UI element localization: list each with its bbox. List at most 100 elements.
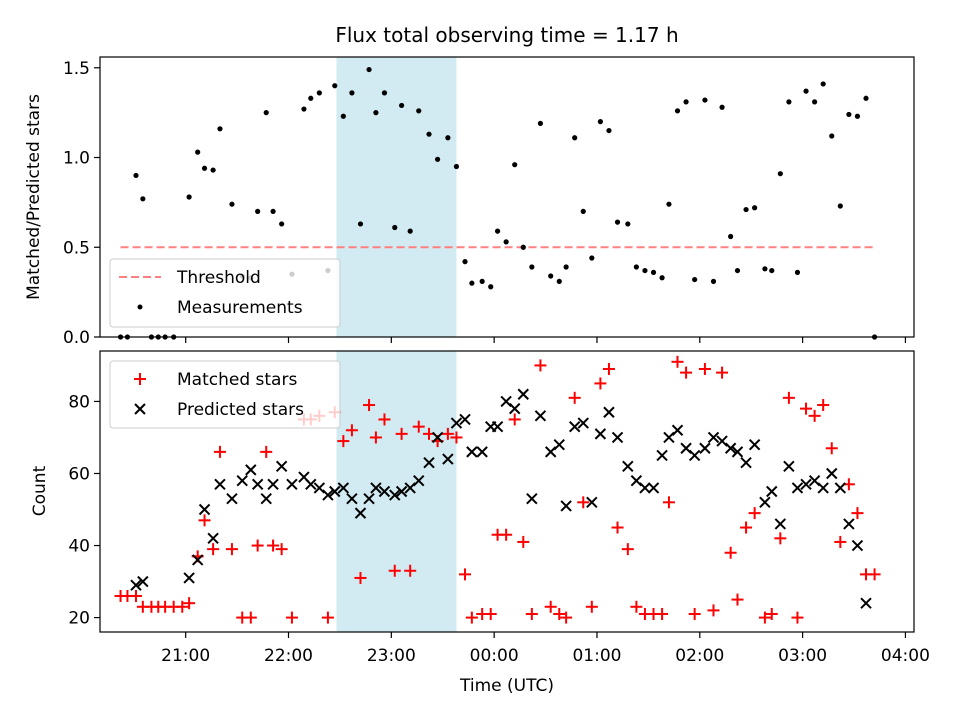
measurement-point <box>469 280 475 286</box>
matched-star-point <box>688 607 701 620</box>
measurement-point <box>445 135 451 141</box>
chart-title: Flux total observing time = 1.17 h <box>335 23 678 47</box>
predicted-star-point <box>851 539 864 552</box>
matched-star-point <box>285 611 298 624</box>
matched-star-point <box>369 431 382 444</box>
measurement-point <box>846 111 852 118</box>
matched-star-point <box>534 359 547 372</box>
measurement-point <box>719 104 725 110</box>
measurement-point <box>692 276 698 283</box>
x-tick-label: 02:00 <box>675 646 724 666</box>
measurement-point <box>702 97 708 103</box>
measurement-point <box>434 156 441 162</box>
predicted-star-point <box>603 406 615 418</box>
predicted-star-point <box>826 467 838 480</box>
matched-star-point <box>484 607 497 620</box>
predicted-star-point <box>329 485 341 498</box>
predicted-star-point <box>774 518 787 530</box>
x-axis-label: Time (UTC) <box>459 676 554 696</box>
predicted-star-point <box>622 460 634 472</box>
measurement-point <box>479 278 485 284</box>
measurement-point <box>186 194 192 200</box>
measurement-point <box>279 221 285 227</box>
predicted-star-point <box>724 442 737 454</box>
measurement-point <box>650 269 657 275</box>
predicted-star-point <box>759 496 771 509</box>
measurement-point <box>548 273 554 279</box>
measurement-point <box>614 219 621 225</box>
measurement-point <box>407 228 413 234</box>
measurement-point <box>563 264 569 270</box>
measurement-point <box>332 83 338 89</box>
predicted-star-point <box>395 485 408 498</box>
measurement-point <box>301 106 307 112</box>
predicted-star-point <box>207 532 219 545</box>
measurement-point <box>710 278 717 284</box>
measurement-point <box>572 135 578 141</box>
measurement-point <box>734 267 741 274</box>
predicted-star-point <box>586 496 598 509</box>
top-y-tick-label: 1.0 <box>63 149 90 169</box>
measurement-point <box>786 99 792 105</box>
predicted-star-point <box>286 478 298 491</box>
legend-predicted-swatch <box>134 403 146 415</box>
predicted-star-point <box>305 478 317 491</box>
predicted-star-point <box>707 431 720 444</box>
measurement-point <box>820 81 826 87</box>
measurement-point <box>854 113 861 119</box>
matched-star-point <box>213 445 226 458</box>
measurement-point <box>837 203 843 209</box>
predicted-star-point <box>431 431 444 444</box>
matched-star-point <box>412 420 425 433</box>
bottom-y-tick-label: 60 <box>68 464 90 484</box>
matched-star-point <box>740 521 753 534</box>
matched-star-point <box>602 363 615 376</box>
measurement-point <box>503 239 509 245</box>
predicted-star-point <box>534 410 547 422</box>
predicted-star-point <box>526 492 538 505</box>
matched-star-point <box>198 514 211 527</box>
predicted-star-point <box>322 489 334 501</box>
predicted-star-point <box>370 482 382 494</box>
measurement-point <box>580 208 586 214</box>
predicted-star-point <box>509 402 521 415</box>
matched-star-point <box>251 539 264 552</box>
top-y-tick-label: 0.0 <box>63 328 90 348</box>
measurement-point <box>453 163 460 170</box>
matched-star-point <box>260 445 273 458</box>
measurement-point <box>674 108 681 114</box>
measurement-point <box>520 244 526 250</box>
matched-star-point <box>321 611 334 624</box>
predicted-star-point <box>843 518 855 530</box>
matched-star-point <box>345 424 358 437</box>
measurement-point <box>803 88 809 94</box>
matched-star-point <box>808 409 821 422</box>
predicted-star-point <box>577 417 589 429</box>
measurement-point <box>462 259 468 265</box>
top-axes-frame <box>99 56 915 338</box>
measurement-point <box>255 208 261 214</box>
matched-star-point <box>758 611 771 624</box>
predicted-star-point <box>783 460 795 472</box>
measurement-point <box>392 224 398 231</box>
matched-star-point <box>621 543 634 556</box>
predicted-star-point <box>389 489 401 501</box>
matched-star-point <box>378 413 391 426</box>
measurement-point <box>195 149 201 155</box>
legend-measurement-label: Measurements <box>177 298 303 318</box>
matched-star-point <box>337 435 350 448</box>
predicted-star-point <box>611 431 624 444</box>
measurement-point <box>426 131 432 137</box>
predicted-star-point <box>442 453 454 465</box>
predicted-star-point <box>466 446 478 458</box>
measurement-point <box>752 205 758 211</box>
bottom-y-tick-label: 40 <box>68 537 90 557</box>
matched-star-point <box>782 391 795 404</box>
measurement-point <box>366 66 372 73</box>
predicted-star-point <box>647 482 660 494</box>
matched-star-point <box>671 355 684 368</box>
predicted-star-point <box>568 420 581 433</box>
matched-star-point <box>176 600 189 613</box>
measurement-point <box>863 95 869 101</box>
measurement-point <box>316 90 322 96</box>
